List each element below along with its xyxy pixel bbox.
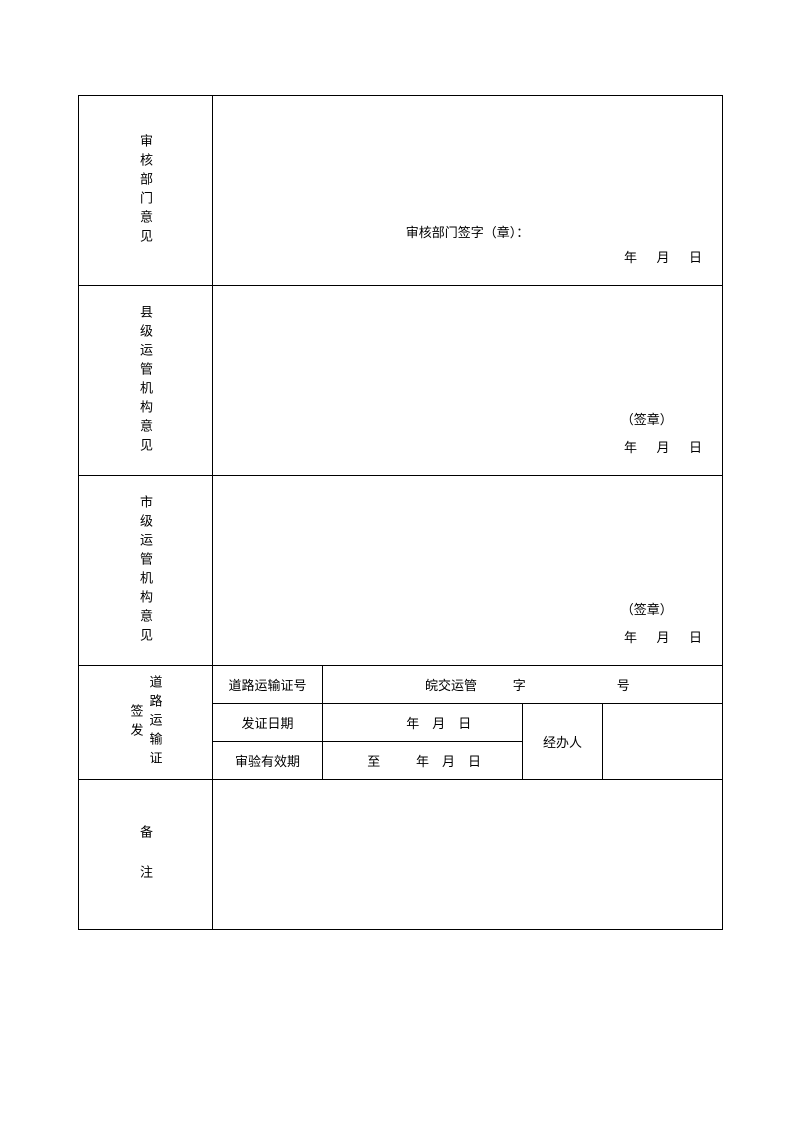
cell-valid-value: 至 年 月 日	[323, 742, 523, 780]
cell-cert-no-value: 皖交运管 字 号	[323, 666, 723, 704]
label-city-text: 市级运管机构意见	[138, 495, 153, 647]
city-seal-label: （签章）	[611, 596, 702, 625]
approval-form-table: 审核部门意见 审核部门签字（章）： 年 月 日 县级运管机构意见 （签章） 年 …	[78, 95, 723, 930]
cert-no-text: 皖交运管 字 号	[415, 678, 630, 693]
cell-issue-date-value: 年 月 日	[323, 704, 523, 742]
label-cert-issue: 道路运输证签发	[79, 666, 213, 780]
review-signature-label: 审核部门签字（章）：	[213, 222, 722, 241]
label-issue-date: 发证日期	[213, 704, 323, 742]
label-city: 市级运管机构意见	[79, 476, 213, 666]
row-review-opinion: 审核部门意见 审核部门签字（章）： 年 月 日	[79, 96, 723, 286]
county-sig-block: （签章） 年 月 日	[611, 406, 702, 463]
label-cert-issue-text: 道路运输证签发	[129, 675, 163, 770]
label-valid-period: 审验有效期	[213, 742, 323, 780]
county-date-line: 年 月 日	[611, 434, 702, 463]
label-cert-no: 道路运输证号	[213, 666, 323, 704]
city-sig-block: （签章） 年 月 日	[611, 596, 702, 653]
valid-text: 至 年 月 日	[364, 754, 481, 769]
cell-county-content: （签章） 年 月 日	[213, 286, 723, 476]
label-county-text: 县级运管机构意见	[138, 305, 153, 457]
cell-remark-content	[213, 780, 723, 930]
label-handler: 经办人	[523, 704, 603, 780]
cell-review-content: 审核部门签字（章）： 年 月 日	[213, 96, 723, 286]
review-date-line: 年 月 日	[624, 244, 702, 273]
review-date-block: 年 月 日	[624, 244, 702, 273]
cell-city-content: （签章） 年 月 日	[213, 476, 723, 666]
label-county: 县级运管机构意见	[79, 286, 213, 476]
label-remark: 备 注	[79, 780, 213, 930]
row-remark: 备 注	[79, 780, 723, 930]
county-seal-label: （签章）	[611, 406, 702, 435]
label-review-dept-text: 审核部门意见	[138, 134, 153, 248]
label-review-dept: 审核部门意见	[79, 96, 213, 286]
cell-handler-value	[603, 704, 723, 780]
label-remark-text: 备 注	[138, 825, 153, 884]
city-date-line: 年 月 日	[611, 624, 702, 653]
row-city-opinion: 市级运管机构意见 （签章） 年 月 日	[79, 476, 723, 666]
row-cert-no: 道路运输证签发 道路运输证号 皖交运管 字 号	[79, 666, 723, 704]
issue-date-text: 年 月 日	[374, 716, 472, 731]
row-county-opinion: 县级运管机构意见 （签章） 年 月 日	[79, 286, 723, 476]
